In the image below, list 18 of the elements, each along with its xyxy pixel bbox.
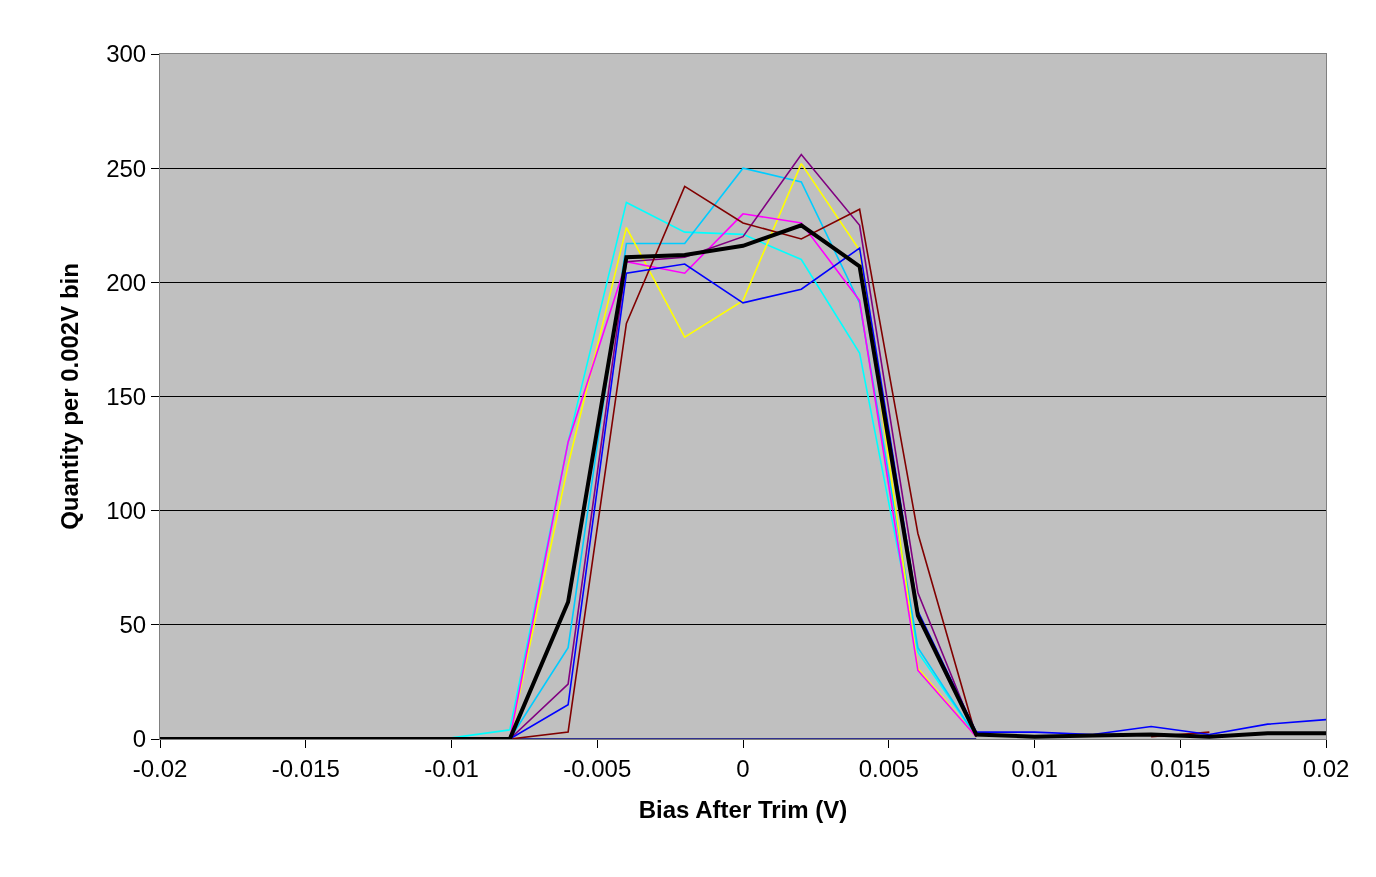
x-tick-label: -0.02 xyxy=(132,754,188,782)
x-tick-label: 0.005 xyxy=(858,754,919,782)
y-tick-label: 300 xyxy=(106,40,147,68)
y-tick-label: 250 xyxy=(106,154,147,182)
x-tick-label: 0.015 xyxy=(1150,754,1211,782)
y-tick-label: 150 xyxy=(106,382,147,410)
y-tick-label: 0 xyxy=(132,725,147,753)
x-tick-label: -0.015 xyxy=(271,754,340,782)
y-tick-label: 50 xyxy=(119,611,147,639)
x-tick-label: 0.01 xyxy=(1011,754,1058,782)
y-axis-title: Quantity per 0.002V bin xyxy=(56,263,84,530)
x-tick-label: 0.02 xyxy=(1302,754,1350,782)
x-tick-label: 0 xyxy=(736,754,750,782)
y-tick-label: 100 xyxy=(106,497,147,525)
x-tick-label: -0.005 xyxy=(563,754,632,782)
y-tick-label: 200 xyxy=(106,268,147,296)
x-tick-label: -0.01 xyxy=(424,754,479,782)
x-axis-title: Bias After Trim (V) xyxy=(638,796,848,824)
